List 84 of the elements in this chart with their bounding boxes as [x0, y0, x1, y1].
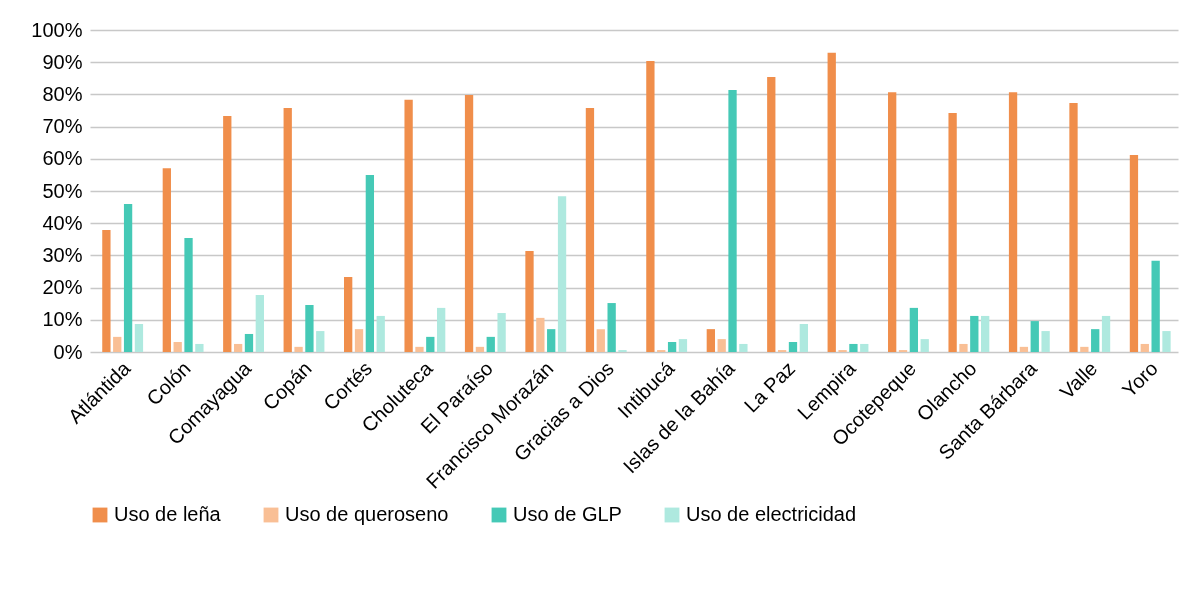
bar	[678, 339, 688, 352]
bar	[970, 315, 979, 352]
y-tick-label: 0%	[53, 340, 83, 363]
bar	[1041, 331, 1050, 352]
bar	[475, 346, 485, 352]
bar	[706, 329, 715, 352]
bar	[557, 196, 567, 352]
bar	[596, 329, 605, 352]
bar	[123, 203, 133, 352]
y-tick-label: 100%	[31, 18, 83, 41]
bar	[1008, 92, 1018, 352]
bar	[244, 333, 254, 352]
x-tick-label: Yoro	[1117, 357, 1162, 402]
bar	[1101, 315, 1111, 352]
bar	[1151, 260, 1160, 352]
bar	[1129, 154, 1139, 352]
bar	[799, 323, 808, 352]
bar	[788, 342, 798, 352]
bar	[667, 342, 677, 352]
legend-label: Uso de electricidad	[686, 503, 857, 525]
bar	[283, 107, 292, 352]
y-tick-label: 20%	[42, 276, 83, 299]
bar	[426, 336, 435, 352]
bar	[233, 343, 243, 352]
bar	[365, 174, 375, 352]
legend-label: Uso de leña	[114, 503, 222, 525]
bar	[195, 343, 204, 352]
bar	[464, 95, 474, 352]
bar	[547, 329, 556, 352]
bar	[1162, 331, 1171, 352]
bar	[134, 323, 144, 352]
bar	[486, 336, 495, 352]
bar	[305, 304, 314, 352]
bar	[1080, 346, 1089, 352]
bar	[607, 303, 616, 352]
bar	[849, 343, 858, 352]
bar	[184, 238, 193, 352]
bar	[646, 60, 655, 352]
bar	[162, 168, 171, 352]
bar	[525, 250, 534, 352]
bar	[767, 77, 776, 352]
y-tick-label: 60%	[42, 147, 83, 170]
bar	[909, 307, 919, 352]
bar	[316, 331, 325, 352]
bar	[173, 342, 182, 352]
bar	[1091, 329, 1100, 352]
bar	[1069, 103, 1078, 352]
bar	[728, 89, 737, 352]
bar	[888, 92, 897, 352]
y-tick-label: 10%	[42, 308, 83, 331]
bar	[497, 313, 506, 352]
bar	[415, 346, 424, 352]
x-tick-label: Valle	[1055, 357, 1102, 404]
bar	[585, 107, 595, 352]
bar	[1030, 321, 1039, 352]
bar	[981, 315, 990, 352]
bar	[959, 343, 968, 352]
bar	[223, 115, 232, 352]
y-tick-label: 80%	[42, 82, 83, 105]
y-tick-label: 90%	[42, 50, 83, 73]
legend-label: Uso de queroseno	[285, 503, 449, 525]
y-tick-label: 30%	[42, 243, 83, 266]
y-tick-label: 50%	[42, 179, 83, 202]
y-tick-label: 70%	[42, 115, 83, 138]
bar	[344, 276, 353, 352]
y-tick-label: 40%	[42, 211, 83, 234]
bar	[354, 329, 364, 352]
bar	[1019, 346, 1029, 352]
bar	[717, 339, 726, 352]
bar	[739, 343, 748, 352]
bar	[113, 336, 122, 352]
bar	[404, 99, 413, 352]
bar	[1140, 343, 1149, 352]
bar	[948, 113, 957, 352]
bar	[920, 339, 929, 352]
legend-label: Uso de GLP	[513, 503, 622, 525]
bar	[536, 317, 545, 352]
bar	[102, 229, 111, 352]
bar	[827, 52, 836, 352]
bar	[437, 307, 446, 352]
bar	[860, 343, 869, 352]
bar	[294, 346, 303, 352]
bar	[255, 295, 264, 352]
bar	[376, 315, 385, 352]
